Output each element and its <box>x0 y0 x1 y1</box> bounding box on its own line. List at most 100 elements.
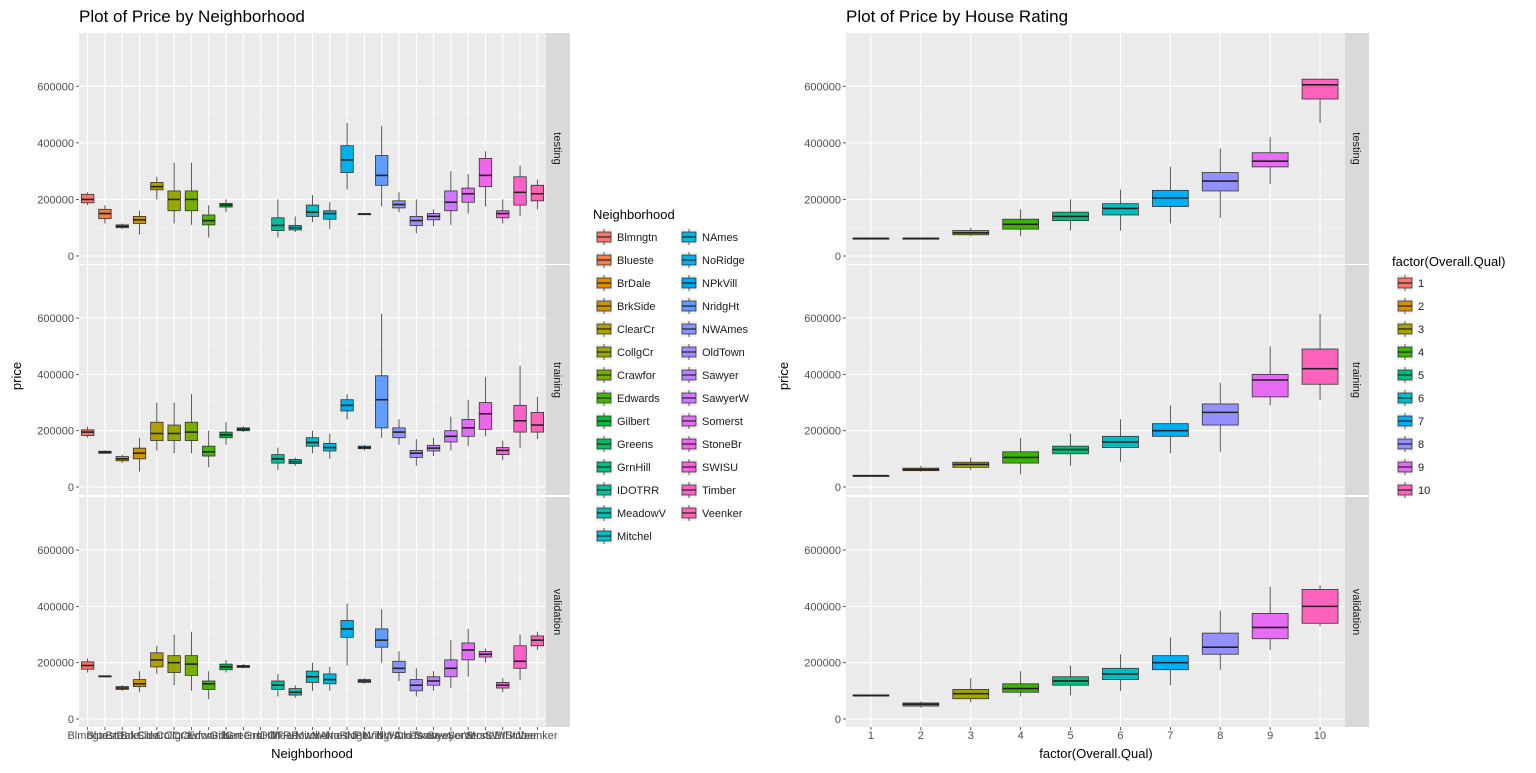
box <box>81 193 95 204</box>
legend-item-label: GrnHill <box>617 462 651 474</box>
legend-item-label: 4 <box>1418 347 1424 359</box>
legend-item-label: Veenker <box>702 508 743 520</box>
x-tick-label: Sawyer <box>415 730 452 742</box>
legend-item-label: 10 <box>1418 485 1430 497</box>
legend-item-label: SWISU <box>702 462 738 474</box>
box <box>478 402 493 430</box>
x-tick-label: Gilbert <box>210 730 242 742</box>
x-axis-label: Neighborhood <box>271 746 353 761</box>
legend-item-label: 7 <box>1418 416 1424 428</box>
house-rating-chart: Plot of Price by House Rating factor(Ove… <box>776 7 1505 761</box>
chart-title: Plot of Price by Neighborhood <box>79 7 305 26</box>
y-tick-label: 200000 <box>37 426 74 438</box>
legend-title: Neighborhood <box>593 207 675 222</box>
x-tick-label: ClearCr <box>138 730 176 742</box>
legend-item-label: 5 <box>1418 370 1424 382</box>
box <box>167 190 181 212</box>
box <box>375 628 389 648</box>
box <box>184 655 199 676</box>
legend-item-label: Somerst <box>702 416 743 428</box>
legend-item-label: 6 <box>1418 393 1424 405</box>
y-tick-label: 600000 <box>804 545 841 557</box>
box <box>1301 348 1339 385</box>
y-tick-label: 0 <box>835 714 841 726</box>
legend-item-label: NoRidge <box>702 255 745 267</box>
x-tick-label: IDOTRR <box>257 730 299 742</box>
box <box>184 190 199 212</box>
legend-item-label: NWAmes <box>702 324 749 336</box>
legend-item-label: Greens <box>617 439 654 451</box>
box <box>513 645 527 669</box>
x-tick-label: BrDale <box>105 730 139 742</box>
box <box>1201 403 1239 426</box>
legend-item-label: Crawfor <box>617 370 656 382</box>
x-tick-label: Blueste <box>87 730 124 742</box>
legend-item-label: OldTown <box>702 347 745 359</box>
x-tick-label: Timber <box>503 730 537 742</box>
x-tick-label: SawyerW <box>427 730 475 742</box>
x-tick-label: BrkSide <box>120 730 159 742</box>
y-tick-label: 0 <box>835 482 841 494</box>
y-tick-label: 400000 <box>37 369 74 381</box>
legend-item-label: Blueste <box>617 255 654 267</box>
facet-strip <box>1345 497 1369 727</box>
y-tick-label: 600000 <box>37 81 74 93</box>
x-tick-label: 1 <box>868 730 874 742</box>
box <box>444 190 458 212</box>
facet-strip-label: validation <box>551 589 563 635</box>
legend-item-label: Timber <box>702 485 736 497</box>
legend-item-label: IDOTRR <box>617 485 659 497</box>
legend-item-label: Sawyer <box>702 370 739 382</box>
x-axis-label: factor(Overall.Qual) <box>1039 746 1152 761</box>
legend-item-label: BrkSide <box>617 301 656 313</box>
x-tick-label: NridgHt <box>363 730 400 742</box>
x-tick-label: NAmes <box>312 730 349 742</box>
facet-strip <box>546 497 570 727</box>
x-tick-label: CollgCr <box>156 730 193 742</box>
x-tick-label: Greens <box>225 730 262 742</box>
legend-item-label: NridgHt <box>702 301 739 313</box>
box <box>375 155 389 186</box>
legend-item-label: 9 <box>1418 462 1424 474</box>
panel-background <box>846 497 1345 727</box>
legend-item-label: BrDale <box>617 278 651 290</box>
x-tick-label: Veenker <box>517 730 558 742</box>
y-tick-label: 400000 <box>804 601 841 613</box>
legend-item-label: Gilbert <box>617 416 649 428</box>
y-tick-label: 600000 <box>37 545 74 557</box>
box <box>305 204 320 217</box>
legend-item-label: 3 <box>1418 324 1424 336</box>
y-tick-label: 400000 <box>804 138 841 150</box>
legend-title: factor(Overall.Qual) <box>1392 254 1505 269</box>
box <box>513 404 527 433</box>
box <box>513 176 527 206</box>
facet-strip-label: testing <box>551 132 563 164</box>
box <box>1102 203 1139 216</box>
facet-strip-label: validation <box>1350 589 1362 635</box>
y-tick-label: 200000 <box>804 658 841 670</box>
legend-item-label: Blmngtn <box>617 232 657 244</box>
x-tick-label: 3 <box>968 730 974 742</box>
panel-background <box>846 33 1345 264</box>
y-tick-label: 400000 <box>37 138 74 150</box>
facet-strip <box>1345 33 1369 264</box>
box <box>392 660 406 673</box>
chart-title: Plot of Price by House Rating <box>846 7 1068 26</box>
x-tick-label: Blmngtn <box>67 730 107 742</box>
legend-item-label: SawyerW <box>702 393 750 405</box>
x-tick-label: 8 <box>1217 730 1223 742</box>
facet-strip <box>546 33 570 264</box>
legend-item-label: CollgCr <box>617 347 654 359</box>
y-tick-label: 200000 <box>804 426 841 438</box>
box <box>1251 152 1289 168</box>
y-tick-label: 400000 <box>37 601 74 613</box>
y-tick-label: 0 <box>68 482 74 494</box>
legend-item-label: ClearCr <box>617 324 655 336</box>
box <box>167 655 181 673</box>
x-tick-label: SWISU <box>485 730 521 742</box>
facet-strip-label: training <box>551 362 563 398</box>
x-tick-label: 10 <box>1314 730 1326 742</box>
facet-strip-label: training <box>1350 362 1362 398</box>
